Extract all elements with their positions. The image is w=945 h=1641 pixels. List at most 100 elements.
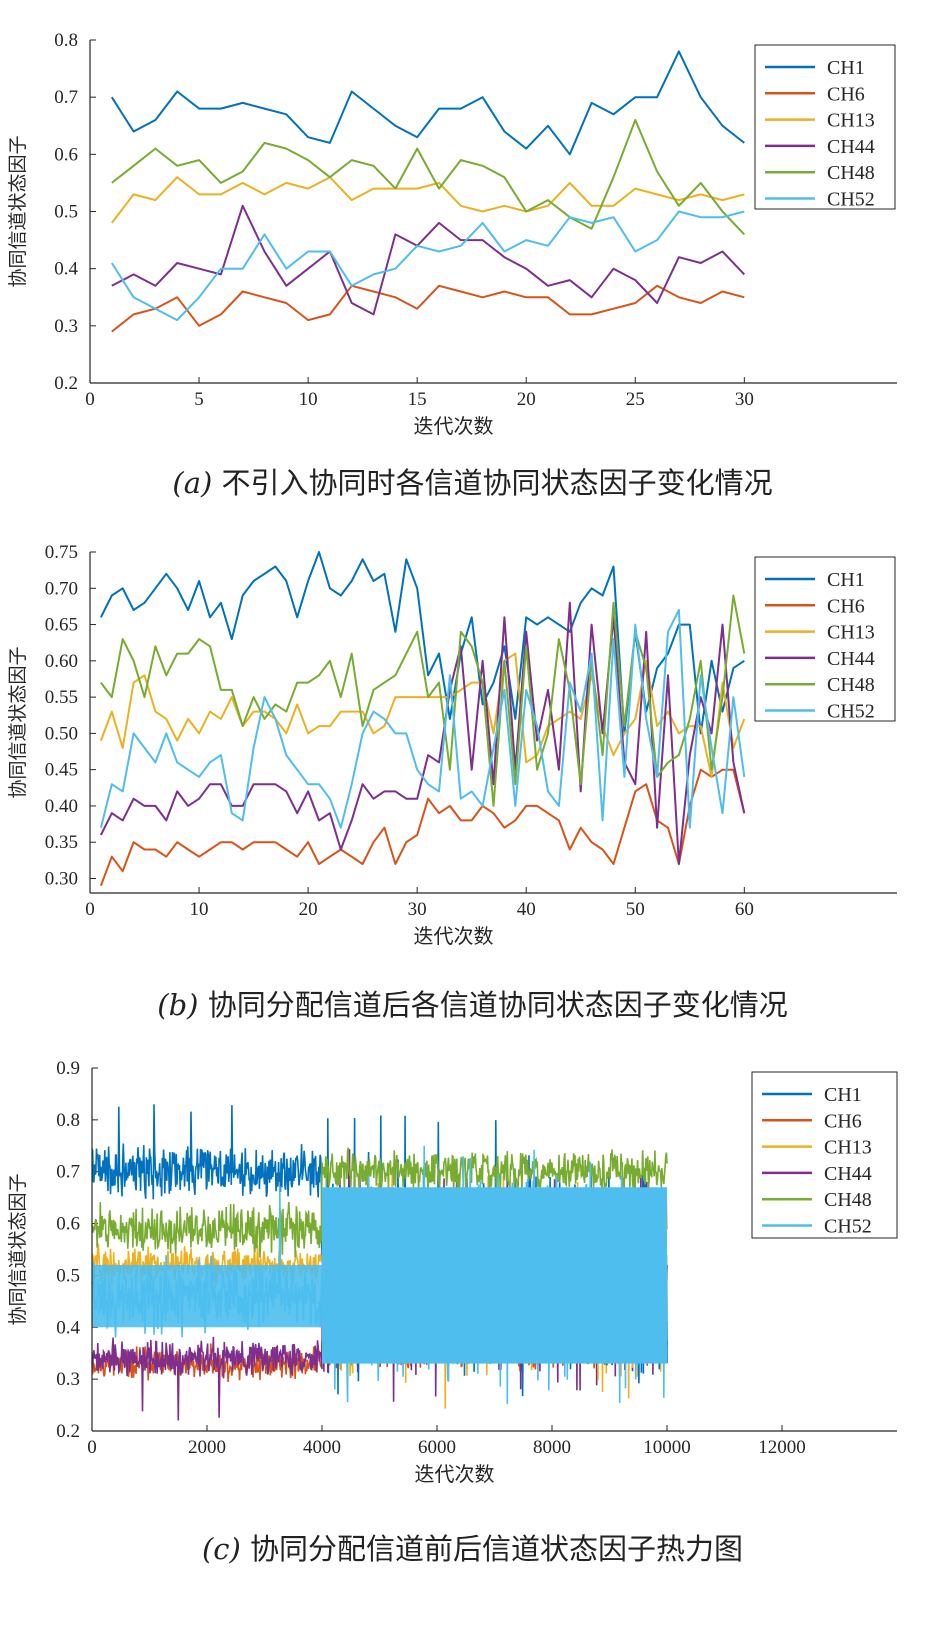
x-tick-label: 15 <box>408 389 427 410</box>
caption-c: (c) 协同分配信道前后信道状态因子热力图 <box>0 1526 945 1568</box>
y-tick-label: 0.3 <box>54 316 78 337</box>
series-line-ch52 <box>110 210 745 322</box>
x-tick-label: 8000 <box>533 1437 571 1458</box>
x-tick-label: 0 <box>85 899 95 920</box>
panel-a: 0 5 10 15 20 25 30 0.2 0.3 0.4 0.5 0.6 0.7 0.8 迭代次数 协同信… <box>0 0 945 520</box>
legend-label-ch44: CH44 <box>827 136 875 158</box>
y-tick-label: 0.60 <box>45 651 78 672</box>
caption-a-label: (a) <box>172 466 213 500</box>
y-tick-label: 0.35 <box>45 832 78 853</box>
legend-label-ch48: CH48 <box>827 674 875 696</box>
y-axis-label: 协同信道状态因子 <box>7 1173 29 1325</box>
chart-c: 0 2000 4000 6000 8000 10000 12000 0.2 0.3 0.4 0.5 0… <box>7 1058 898 1486</box>
y-tick-label: 0.6 <box>54 144 78 165</box>
x-tick-label: 2000 <box>188 1437 226 1458</box>
legend: CH1 CH6 CH13 CH44 CH48 CH52 <box>754 44 896 211</box>
legend-label-ch44: CH44 <box>824 1163 872 1185</box>
series-line-ch6 <box>111 284 745 333</box>
legend-label-ch48: CH48 <box>827 162 875 184</box>
x-tick-label: 4000 <box>303 1437 341 1458</box>
series-line-ch6 <box>99 768 746 887</box>
series-line-ch13 <box>99 652 746 778</box>
series-line-ch1 <box>110 50 745 156</box>
y-tick-label: 0.8 <box>56 1110 80 1131</box>
legend-box <box>751 1071 898 1239</box>
x-axis-label: 迭代次数 <box>415 1463 495 1486</box>
x-tick-label: 0 <box>87 1437 97 1458</box>
y-tick-label: 0.40 <box>45 796 78 817</box>
legend-box <box>754 44 896 210</box>
y-tick-label: 0.2 <box>54 373 78 394</box>
legend-label-ch6: CH6 <box>827 83 865 105</box>
y-tick-label: 0.75 <box>45 542 78 563</box>
y-tick-label: 0.4 <box>56 1317 80 1338</box>
x-tick-label: 6000 <box>418 1437 456 1458</box>
caption-b-text: 协同分配信道后各信道协同状态因子变化情况 <box>198 988 788 1022</box>
legend-label-ch13: CH13 <box>824 1137 872 1159</box>
series-line-ch13 <box>111 176 745 224</box>
x-axis-label: 迭代次数 <box>414 415 494 438</box>
y-tick-label: 0.6 <box>56 1214 80 1235</box>
y-tick-label: 0.7 <box>56 1162 80 1183</box>
caption-b-label: (b) <box>157 988 199 1022</box>
caption-c-text: 协同分配信道前后信道状态因子热力图 <box>240 1532 744 1566</box>
legend-label-ch6: CH6 <box>824 1110 862 1132</box>
x-tick-label: 25 <box>626 389 645 410</box>
y-tick-label: 0.50 <box>45 723 78 744</box>
caption-b: (b) 协同分配信道后各信道协同状态因子变化情况 <box>0 982 945 1024</box>
x-tick-label: 12000 <box>758 1437 806 1458</box>
y-tick-label: 0.70 <box>45 578 78 599</box>
legend: CH1 CH6 CH13 CH44 CH48 CH52 <box>751 1071 898 1239</box>
x-tick-label: 5 <box>194 389 204 410</box>
y-tick-label: 0.30 <box>45 868 78 889</box>
legend-label-ch44: CH44 <box>827 648 875 670</box>
legend-label-ch52: CH52 <box>827 701 875 723</box>
series-band-ch52 <box>322 1187 667 1364</box>
legend-label-ch1: CH1 <box>827 569 865 591</box>
y-tick-label: 0.65 <box>45 615 78 636</box>
y-tick-label: 0.8 <box>54 30 78 51</box>
x-tick-label: 20 <box>517 389 536 410</box>
series-band-ch52-early <box>92 1265 322 1328</box>
legend: CH1 CH6 CH13 CH44 CH48 CH52 <box>754 556 896 723</box>
x-tick-label: 50 <box>626 899 645 920</box>
y-tick-label: 0.3 <box>56 1369 80 1390</box>
x-tick-label: 40 <box>517 899 536 920</box>
legend-label-ch52: CH52 <box>827 189 875 211</box>
caption-a: (a) 不引入协同时各信道协同状态因子变化情况 <box>0 460 945 502</box>
legend-label-ch1: CH1 <box>824 1084 862 1106</box>
legend-label-ch52: CH52 <box>824 1216 872 1238</box>
x-tick-label: 10000 <box>643 1437 691 1458</box>
x-tick-label: 30 <box>408 899 427 920</box>
y-tick-label: 0.45 <box>45 760 78 781</box>
caption-c-label: (c) <box>201 1532 241 1566</box>
y-tick-label: 0.4 <box>54 259 78 280</box>
legend-label-ch13: CH13 <box>827 622 875 644</box>
chart-a: 0 5 10 15 20 25 30 0.2 0.3 0.4 0.5 0.6 0.7 0.8 迭代次数 协同信… <box>7 30 897 438</box>
legend-label-ch6: CH6 <box>827 595 865 617</box>
y-tick-label: 0.5 <box>56 1265 80 1286</box>
legend-label-ch13: CH13 <box>827 110 875 132</box>
x-tick-label: 10 <box>190 899 209 920</box>
y-tick-label: 0.5 <box>54 202 78 223</box>
chart-b: 0 10 20 30 40 50 60 0.30 0.35 0.40 0.45 0.50 0.55 0.6… <box>7 542 897 948</box>
legend-label-ch48: CH48 <box>824 1189 872 1211</box>
y-tick-label: 0.55 <box>45 687 78 708</box>
y-tick-label: 0.2 <box>56 1421 80 1442</box>
y-tick-label: 0.7 <box>54 87 78 108</box>
y-axis-label: 协同信道状态因子 <box>7 646 29 798</box>
x-tick-label: 0 <box>85 389 95 410</box>
legend-box <box>754 556 896 722</box>
x-tick-label: 10 <box>299 389 318 410</box>
y-tick-label: 0.9 <box>56 1058 80 1079</box>
x-axis-label: 迭代次数 <box>414 925 494 948</box>
panel-b: 0 10 20 30 40 50 60 0.30 0.35 0.40 0.45 0.50 0.55 0.6… <box>0 530 945 1050</box>
caption-a-text: 不引入协同时各信道协同状态因子变化情况 <box>212 466 773 500</box>
legend-label-ch1: CH1 <box>827 57 865 79</box>
x-tick-label: 20 <box>299 899 318 920</box>
y-axis-label: 协同信道状态因子 <box>7 135 29 287</box>
series-line-ch48 <box>111 119 746 236</box>
panel-c: 0 2000 4000 6000 8000 10000 12000 0.2 0.3 0.4 0.5 0… <box>0 1050 945 1641</box>
x-tick-label: 60 <box>735 899 754 920</box>
x-tick-label: 30 <box>735 389 754 410</box>
